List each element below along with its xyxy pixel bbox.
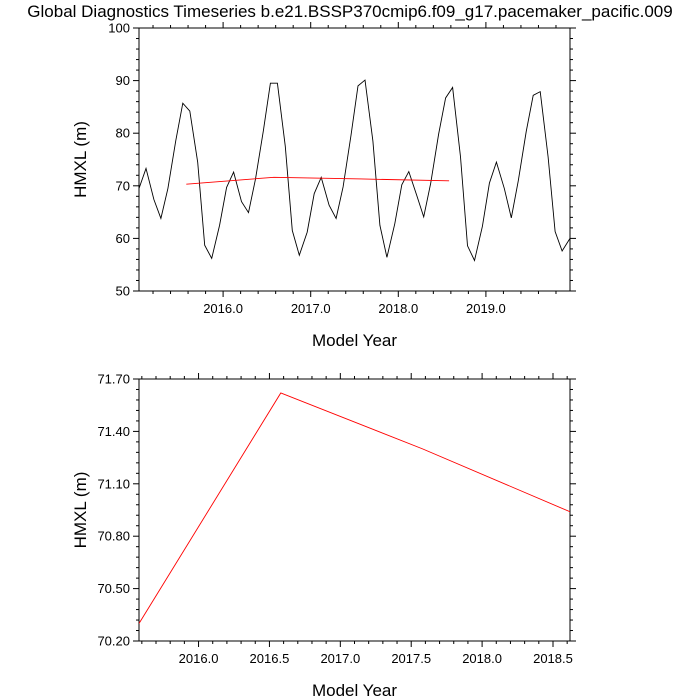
plot-frame <box>138 378 571 642</box>
y-tick-label: 71.70 <box>97 372 130 387</box>
y-tick-label: 70 <box>116 178 130 193</box>
series-line-1 <box>139 392 570 624</box>
y-tick-label: 60 <box>116 231 130 246</box>
x-tick-label: 2018.0 <box>462 651 502 666</box>
x-tick-label: 2016.5 <box>250 651 290 666</box>
y-axis-title: HMXL (m) <box>71 472 90 549</box>
series-line-1 <box>139 79 570 262</box>
x-tick-label: 2017.0 <box>291 301 331 316</box>
chart-panel-1: 50 60 70 80 90 100 2016.0 2017.0 2018.0 2019.0 Mod… <box>71 21 576 350</box>
y-tick-label: 71.40 <box>97 424 130 439</box>
x-tick-label: 2018.0 <box>378 301 418 316</box>
x-tick-label: 2019.0 <box>466 301 506 316</box>
y-tick-label: 70.80 <box>97 529 130 544</box>
x-tick-label: 2016.0 <box>203 301 243 316</box>
y-tick-label: 90 <box>116 73 130 88</box>
y-tick-label: 71.10 <box>97 476 130 491</box>
chart-panel-2: 70.20 70.50 70.80 71.10 71.40 71.70 2016.0 2016… <box>71 372 576 700</box>
y-tick-label: 100 <box>108 21 130 36</box>
y-axis-title: HMXL (m) <box>71 121 90 198</box>
x-tick-label: 2017.5 <box>391 651 431 666</box>
page-title: Global Diagnostics Timeseries b.e21.BSSP… <box>27 2 673 21</box>
x-tick-label: 2016.0 <box>179 651 219 666</box>
x-axis-title: Model Year <box>312 331 397 350</box>
plot-frame <box>138 27 571 292</box>
series-line-2 <box>186 176 450 185</box>
y-tick-label: 50 <box>116 284 130 299</box>
y-tick-label: 80 <box>116 126 130 141</box>
x-tick-label: 2018.5 <box>533 651 573 666</box>
x-tick-label: 2017.0 <box>320 651 360 666</box>
y-tick-label: 70.20 <box>97 634 130 649</box>
y-tick-label: 70.50 <box>97 581 130 596</box>
x-axis-title: Model Year <box>312 681 397 700</box>
